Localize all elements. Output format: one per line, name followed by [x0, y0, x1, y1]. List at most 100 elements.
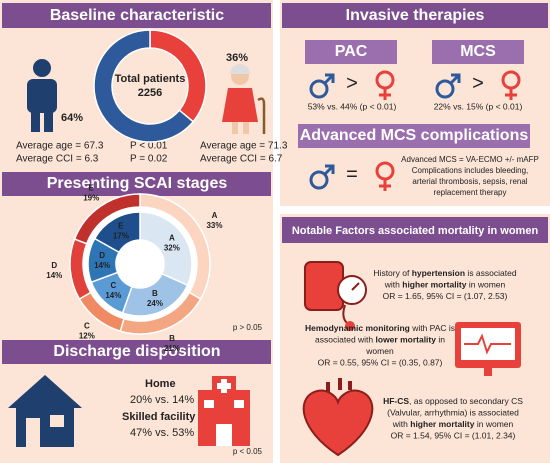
factor-text: OR = 1.54, 95% CI = (1.01, 2.34)	[391, 431, 516, 441]
p-value: p < 0.05	[233, 447, 263, 456]
factor-text: with PAC is	[410, 323, 455, 333]
donut-segment	[73, 193, 141, 245]
stage-value: 32%	[164, 243, 180, 252]
stage-label: C	[84, 322, 90, 331]
bp-icon	[304, 261, 367, 331]
stat: Average age = 71.3	[200, 141, 288, 152]
stage-value: 17%	[113, 231, 129, 240]
factor-text: hypertension	[412, 268, 465, 278]
donut-label: 36%	[226, 52, 248, 64]
stage-label: D	[99, 251, 105, 260]
label-box	[305, 40, 397, 64]
donut-segment	[93, 29, 195, 143]
p-value: p > 0.05	[233, 323, 263, 332]
stage-label: D	[51, 261, 57, 270]
header-bar	[282, 3, 548, 28]
donut-segment	[93, 211, 141, 254]
hospital-icon	[198, 376, 250, 446]
stage-value: 33%	[206, 221, 222, 230]
result: 22% vs. 15% (p < 0.01)	[434, 101, 523, 111]
factor-line: OR = 1.65, 95% CI = (1.07, 2.53)	[383, 291, 508, 301]
stage-label: E	[118, 221, 124, 230]
factor-line: women	[365, 346, 394, 356]
outcome-label: Skilled facility	[122, 411, 196, 423]
stage-label: B	[169, 334, 175, 343]
stat: Average age = 67.3	[16, 141, 104, 152]
stage-value: 14%	[46, 271, 62, 280]
stage-value: 14%	[94, 261, 110, 270]
factor-line: HF-CS, as opposed to secondary CS	[383, 396, 523, 406]
comparison: =	[346, 163, 358, 185]
factor-text: in women	[474, 419, 513, 429]
header-bar	[2, 340, 271, 364]
outcome-value: 20% vs. 14%	[130, 394, 194, 406]
header-bar	[2, 172, 271, 196]
stage-value: 21%	[164, 344, 180, 353]
factor-text: HF-CS	[383, 396, 409, 406]
factor-line: (Valvular, arrhythmia) is associated	[387, 408, 519, 418]
comparison: >	[346, 72, 358, 94]
stat: P < 0.01	[130, 141, 168, 152]
factor-text: in	[436, 335, 445, 345]
factor-text: in women	[466, 280, 505, 290]
female-symbol	[501, 70, 521, 100]
comparison: >	[472, 72, 484, 94]
factor-text: associated with	[315, 335, 375, 345]
stat: P = 0.02	[130, 154, 168, 165]
male-symbol	[309, 164, 335, 190]
factor-line: with higher mortality in women	[384, 280, 506, 290]
factor-text: OR = 0.55, 95% CI = (0.35, 0.87)	[318, 358, 443, 368]
male-arrow	[449, 73, 461, 85]
male-circle	[309, 79, 329, 99]
factor-text: with	[384, 280, 402, 290]
female-cross	[379, 179, 391, 191]
factor-line: with higher mortality in women	[392, 419, 514, 429]
factor-line: History of hypertension is associated	[373, 268, 516, 278]
outcome-label: Home	[145, 378, 176, 390]
stage-label: B	[152, 289, 158, 298]
outcome-value: 47% vs. 53%	[130, 427, 194, 439]
stage-label: A	[212, 211, 218, 220]
male-arrow	[323, 164, 335, 176]
note-line: replacement therapy	[434, 188, 507, 197]
male-circle	[309, 170, 329, 190]
factor-text: , as opposed to secondary CS	[409, 396, 523, 406]
section-title: Invasive therapies	[346, 7, 485, 24]
note-line: Advanced MCS = VA-ECMO +/- mAFP	[401, 155, 539, 164]
factor-line: OR = 1.54, 95% CI = (1.01, 2.34)	[391, 431, 516, 441]
stage-label: A	[169, 233, 175, 242]
donut-label: 64%	[61, 112, 83, 124]
factor-text: higher mortality	[410, 419, 475, 429]
factor-text: higher mortality	[402, 280, 467, 290]
invasive-panel	[280, 0, 550, 206]
note-line: arterial thrombosis, sepsis, renal	[412, 177, 527, 186]
section-title: Baseline characteristic	[50, 7, 224, 24]
house-icon	[8, 375, 82, 447]
factor-text: Hemodynamic monitoring	[305, 323, 410, 333]
section-title: Discharge disposition	[53, 343, 220, 360]
factor-text: lower mortality	[376, 335, 437, 345]
factor-line: Hemodynamic monitoring with PAC is	[305, 323, 455, 333]
stage-value: 19%	[83, 193, 99, 202]
male-circle	[435, 79, 455, 99]
box-label: MCS	[460, 43, 496, 60]
header-bar	[282, 217, 548, 243]
female-cross	[505, 88, 517, 100]
stage-label: E	[89, 183, 95, 192]
man-icon	[27, 59, 57, 132]
donut-segment	[139, 211, 193, 287]
factor-text: with	[392, 419, 410, 429]
female-symbol	[375, 70, 395, 100]
total-value: 2256	[138, 87, 162, 99]
label-box	[298, 124, 530, 148]
factor-line: OR = 0.55, 95% CI = (0.35, 0.87)	[318, 358, 443, 368]
monitor-icon	[455, 322, 521, 376]
box-label: Advanced MCS complications	[300, 127, 529, 144]
result: 53% vs. 44% (p < 0.01)	[308, 101, 397, 111]
stage-value: 24%	[147, 299, 163, 308]
male-arrow	[323, 73, 335, 85]
male-symbol	[435, 73, 461, 99]
stage-value: 14%	[105, 291, 121, 300]
factor-line: associated with lower mortality in	[315, 335, 445, 345]
